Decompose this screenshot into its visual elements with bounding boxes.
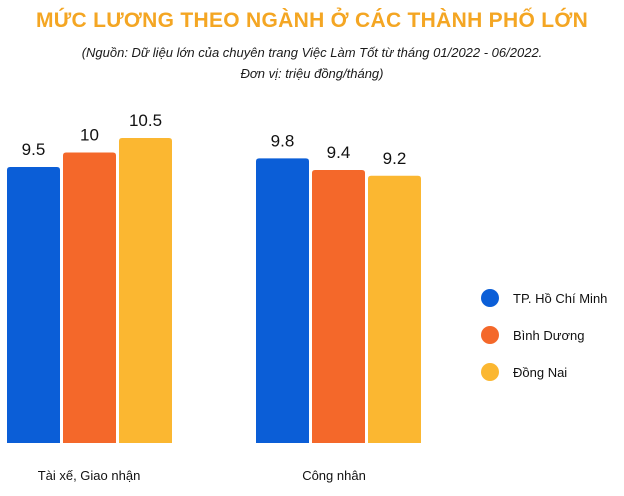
data-label: 9.5 bbox=[22, 140, 46, 159]
bar-2-2 bbox=[312, 169, 365, 443]
subtitle-source: (Nguồn: Dữ liệu lớn của chuyên trang Việ… bbox=[81, 45, 543, 60]
legend-swatch bbox=[481, 289, 499, 307]
category-label: Công nhân bbox=[302, 468, 366, 483]
legend-swatch bbox=[481, 363, 499, 381]
subtitle-unit: Đơn vị: triệu đồng/tháng) bbox=[240, 66, 384, 81]
chart-subtitle: (Nguồn: Dữ liệu lớn của chuyên trang Việ… bbox=[0, 42, 624, 84]
data-label: 10.5 bbox=[129, 111, 162, 130]
category-label: Tài xế, Giao nhận bbox=[38, 468, 141, 483]
legend-label: Bình Dương bbox=[513, 328, 584, 343]
data-label: 10 bbox=[80, 126, 99, 145]
bar-1-2 bbox=[63, 152, 116, 443]
bar-2-3 bbox=[368, 175, 421, 443]
bar-2-1 bbox=[256, 158, 309, 444]
chart-title: MỨC LƯƠNG THEO NGÀNH Ở CÁC THÀNH PHỐ LỚN bbox=[35, 9, 589, 32]
bar-1-3 bbox=[119, 138, 172, 443]
bar-1-1 bbox=[7, 167, 60, 444]
legend-label: Đồng Nai bbox=[513, 365, 567, 380]
legend-label: TP. Hồ Chí Minh bbox=[513, 291, 607, 306]
data-label: 9.4 bbox=[327, 143, 351, 162]
data-label: 9.2 bbox=[383, 149, 407, 168]
legend-swatch bbox=[481, 326, 499, 344]
data-label: 9.8 bbox=[271, 131, 295, 150]
